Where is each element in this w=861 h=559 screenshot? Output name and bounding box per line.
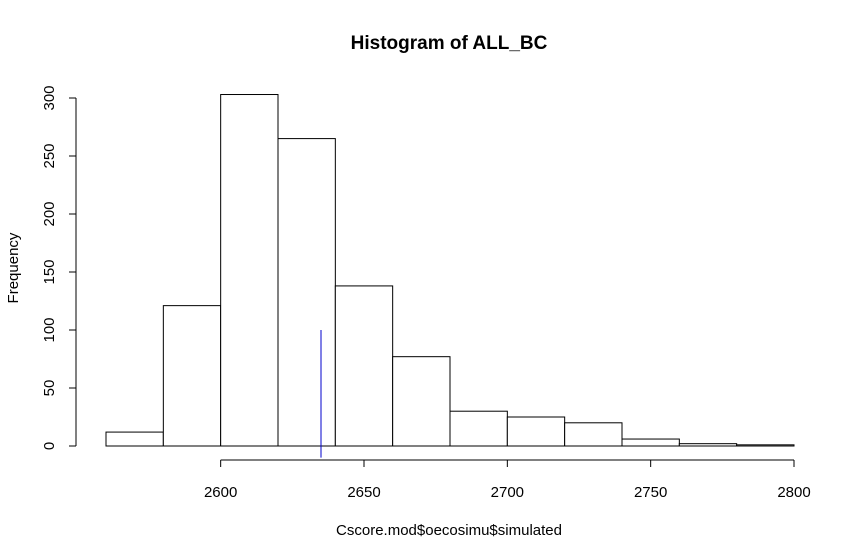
y-tick-label-4: 200 bbox=[41, 201, 58, 226]
histogram-bar-10 bbox=[678, 443, 738, 447]
x-tick-label-2: 2700 bbox=[491, 484, 524, 501]
histogram-bar-9 bbox=[621, 438, 680, 447]
x-axis: 2600 2650 2700 2750 2800 bbox=[204, 459, 811, 501]
y-tick-label-6: 300 bbox=[41, 85, 58, 110]
histogram-bar-0 bbox=[105, 431, 164, 447]
chart-title: Histogram of ALL_BC bbox=[351, 33, 548, 54]
y-tick-label-3: 150 bbox=[41, 259, 58, 284]
histogram-bar-7 bbox=[506, 416, 566, 447]
y-axis-label: Frequency bbox=[5, 232, 22, 303]
histogram-bar-5 bbox=[392, 356, 451, 447]
histogram-bar-1 bbox=[162, 305, 222, 447]
histogram-bar-2 bbox=[220, 94, 279, 447]
x-tick-label-1: 2650 bbox=[347, 484, 380, 501]
histogram-bar-8 bbox=[564, 422, 623, 447]
histogram-bar-6 bbox=[449, 410, 508, 447]
x-tick-label-0: 2600 bbox=[204, 484, 237, 501]
x-tick-label-4: 2800 bbox=[777, 484, 810, 501]
y-tick-label-5: 250 bbox=[41, 143, 58, 168]
y-axis: 0 50 100 150 200 250 300 bbox=[41, 85, 77, 450]
x-axis-label: Cscore.mod$oecosimu$simulated bbox=[336, 522, 562, 539]
bars-group bbox=[105, 94, 795, 447]
y-tick-label-0: 0 bbox=[41, 442, 58, 450]
y-tick-label-1: 50 bbox=[41, 380, 58, 397]
histogram-bar-3 bbox=[277, 138, 336, 447]
histogram-bar-4 bbox=[334, 285, 394, 447]
histogram-bar-11 bbox=[736, 444, 795, 447]
x-tick-label-3: 2750 bbox=[634, 484, 667, 501]
y-tick-label-2: 100 bbox=[41, 317, 58, 342]
